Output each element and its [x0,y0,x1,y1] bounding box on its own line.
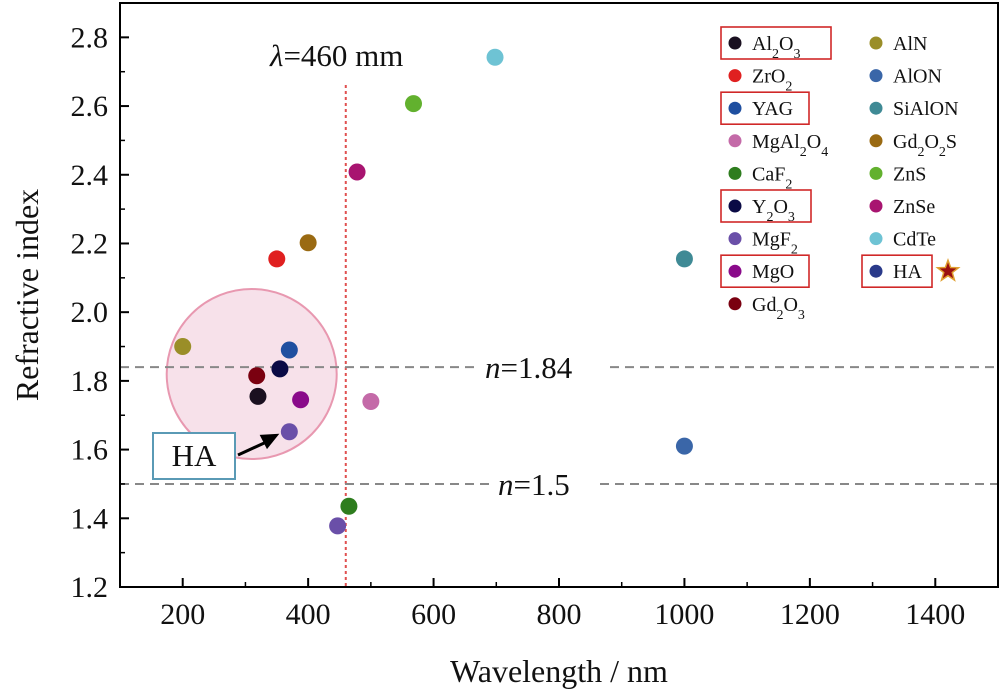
legend-marker [728,264,742,278]
y-tick-label: 1.2 [71,571,109,604]
y-tick-label: 2.6 [71,90,109,123]
x-tick-label: 1200 [780,598,840,631]
data-point-mgf [280,423,298,441]
legend-marker [728,101,742,115]
legend-label: YAG [752,98,793,120]
axes-layer: 200 400 600 800 1000 1200 1400 1.2 1.4 1.6 1.8 2.0 2… [71,2,999,631]
annotation-arrowhead [259,433,280,450]
legend-label: MgAl2O4 [752,131,828,160]
data-point-alo [249,387,267,405]
x-tick-label: 400 [286,598,331,631]
data-point-yag [280,341,298,359]
legend-marker [728,199,742,213]
x-tick-label: 800 [537,598,582,631]
data-point-caf [340,497,358,515]
x-tick-label: 200 [160,598,205,631]
legend-marker [869,199,883,213]
legend-label: CdTe [893,229,936,251]
legend-label: MgF2 [752,229,798,258]
legend-marker [869,264,883,278]
legend-highlight-box [720,91,810,125]
legend-label: ZnSe [893,196,935,218]
legend-marker [728,297,742,311]
data-point-mgo [292,391,310,409]
data-point-mgalo [362,392,380,410]
legend-marker [869,134,883,148]
data-point-aln [174,338,192,356]
data-point-zns [405,95,423,113]
legend-highlight-box [720,189,812,223]
data-point-znse [348,163,366,181]
legend-label: SiAlON [893,98,959,120]
x-tick-label: 1000 [654,598,714,631]
legend-label: AlN [893,33,927,55]
legend-label: CaF2 [752,163,792,192]
legend-label: Gd2O2S [893,131,957,160]
lambda-label: λ=460 mm [269,38,403,73]
legend-label: AlON [893,66,942,88]
y-tick-label: 1.6 [71,434,109,467]
legend: Al2O3 ZrO2 YAG MgAl2O4 CaF2 Y2O3 MgF2 MgO Gd2O3 A… [720,26,961,323]
data-point-yo [271,360,289,378]
annotation-layer: HA [152,432,280,480]
legend-label: Y2O3 [752,196,795,225]
legend-marker [869,69,883,83]
legend-marker [728,36,742,50]
legend-highlight-box [720,26,832,60]
data-point-alon [675,437,693,455]
data-point-gdo [248,367,266,385]
legend-marker [728,69,742,83]
legend-marker [728,232,742,246]
x-tick-label: 1400 [905,598,965,631]
legend-marker [728,166,742,180]
legend-marker [728,134,742,148]
data-point-mgf [329,517,347,535]
n-label: n=1.84 [485,350,573,385]
legend-label: ZrO2 [752,66,792,95]
legend-marker [869,101,883,115]
legend-highlight-box [720,254,810,288]
legend-label: MgO [752,261,794,283]
y-tick-label: 1.4 [71,502,109,535]
y-tick-label: 2.4 [71,159,109,192]
y-tick-label: 2.2 [71,227,109,260]
legend-marker [869,232,883,246]
legend-highlight-box [861,254,933,288]
n-label: n=1.5 [498,467,570,502]
y-tick-label: 2.8 [71,21,109,54]
legend-marker [869,166,883,180]
legend-label: Gd2O3 [752,294,805,323]
annotation-label: HA [172,438,217,473]
y-axis-title: Refractive index [9,189,45,401]
x-tick-label: 600 [411,598,456,631]
reference-lines-layer: λ=460 mm n=1.84 n=1.5 [120,38,998,587]
legend-label: HA [893,261,922,283]
data-points-layer [174,48,693,535]
y-tick-label: 1.8 [71,365,109,398]
legend-marker [869,36,883,50]
data-point-sialon [675,250,693,268]
x-axis-title: Wavelength / nm [450,653,668,689]
data-point-zro [268,250,286,268]
data-point-cdte [486,48,504,66]
y-tick-label: 2.0 [71,296,109,329]
legend-label: Al2O3 [752,33,800,62]
star-icon [935,257,961,282]
legend-label: ZnS [893,163,926,185]
data-point-gdos [299,234,317,252]
annotation-box [152,432,236,480]
